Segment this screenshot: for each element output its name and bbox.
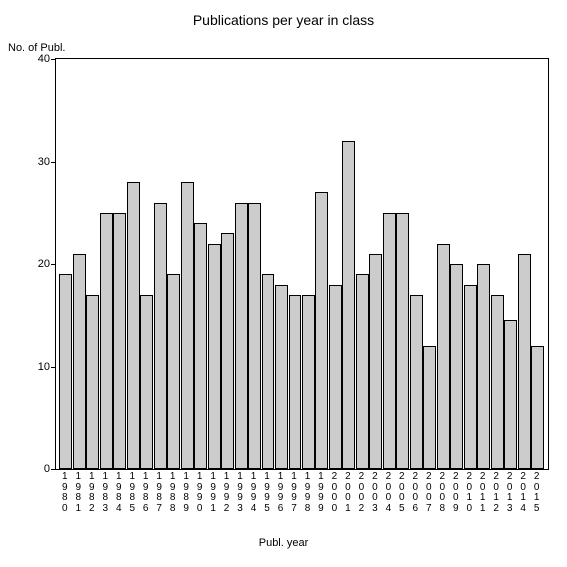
x-tick-label: 2015 (531, 472, 543, 514)
y-tick-mark (51, 162, 56, 163)
y-tick-mark (51, 367, 56, 368)
bar (477, 264, 490, 469)
y-tick-label: 30 (38, 156, 50, 168)
x-tick-label: 1994 (248, 472, 260, 514)
bar (167, 274, 180, 469)
x-tick-label: 1999 (315, 472, 327, 514)
bar (235, 203, 248, 470)
x-tick-label: 1996 (275, 472, 287, 514)
x-tick-label: 2010 (463, 472, 475, 514)
y-tick-label: 20 (38, 258, 50, 270)
bar (154, 203, 167, 470)
bar (396, 213, 409, 469)
x-tick-label: 1985 (126, 472, 138, 514)
bar (73, 254, 86, 469)
x-tick-label: 1997 (288, 472, 300, 514)
bar (289, 295, 302, 469)
chart-container: Publications per year in class No. of Pu… (0, 0, 567, 567)
y-axis-label: No. of Publ. (8, 42, 65, 54)
x-tick-label: 1992 (221, 472, 233, 514)
y-tick-mark (51, 59, 56, 60)
x-tick-label: 1987 (153, 472, 165, 514)
x-tick-label: 2001 (342, 472, 354, 514)
bars-group (56, 59, 548, 469)
bar (342, 141, 355, 469)
y-tick-label: 10 (38, 361, 50, 373)
bar (410, 295, 423, 469)
x-tick-label: 2007 (423, 472, 435, 514)
bar (315, 192, 328, 469)
x-tick-label: 2009 (450, 472, 462, 514)
x-tick-label: 2000 (328, 472, 340, 514)
x-tick-label: 1998 (301, 472, 313, 514)
bar (140, 295, 153, 469)
bar (194, 223, 207, 469)
x-tick-label: 1993 (234, 472, 246, 514)
x-axis-label: Publ. year (0, 537, 567, 549)
bar (356, 274, 369, 469)
x-tick-label: 1983 (99, 472, 111, 514)
x-tick-label: 2013 (504, 472, 516, 514)
y-tick-label: 40 (38, 53, 50, 65)
bar (531, 346, 544, 469)
bar (59, 274, 72, 469)
bar (504, 320, 517, 469)
x-tick-label: 1986 (140, 472, 152, 514)
bar (437, 244, 450, 470)
bar (208, 244, 221, 470)
plot-area: 010203040 (55, 58, 549, 470)
x-tick-label: 1991 (207, 472, 219, 514)
x-tick-label: 1989 (180, 472, 192, 514)
bar (383, 213, 396, 469)
bar (423, 346, 436, 469)
bar (329, 285, 342, 470)
x-tick-label: 2006 (409, 472, 421, 514)
bar (100, 213, 113, 469)
x-tick-label: 2005 (396, 472, 408, 514)
bar (369, 254, 382, 469)
bar (181, 182, 194, 469)
y-tick-mark (51, 264, 56, 265)
x-tick-label: 2008 (436, 472, 448, 514)
x-tick-label: 1988 (167, 472, 179, 514)
bar (86, 295, 99, 469)
chart-title: Publications per year in class (0, 12, 567, 28)
bar (113, 213, 126, 469)
x-tick-label: 2012 (490, 472, 502, 514)
bar (518, 254, 531, 469)
x-tick-label: 1982 (86, 472, 98, 514)
bar (127, 182, 140, 469)
x-tick-labels: 1980198119821983198419851986198719881989… (55, 472, 547, 527)
bar (275, 285, 288, 470)
bar (248, 203, 261, 470)
x-tick-label: 2004 (382, 472, 394, 514)
x-tick-label: 2002 (355, 472, 367, 514)
x-tick-label: 1981 (72, 472, 84, 514)
bar (450, 264, 463, 469)
y-tick-mark (51, 469, 56, 470)
bar (464, 285, 477, 470)
x-tick-label: 1995 (261, 472, 273, 514)
x-tick-label: 2014 (517, 472, 529, 514)
x-tick-label: 2003 (369, 472, 381, 514)
x-tick-label: 1980 (59, 472, 71, 514)
bar (262, 274, 275, 469)
x-tick-label: 2011 (477, 472, 489, 514)
y-tick-label: 0 (44, 463, 50, 475)
bar (221, 233, 234, 469)
bar (302, 295, 315, 469)
x-tick-label: 1984 (113, 472, 125, 514)
bar (491, 295, 504, 469)
x-tick-label: 1990 (194, 472, 206, 514)
